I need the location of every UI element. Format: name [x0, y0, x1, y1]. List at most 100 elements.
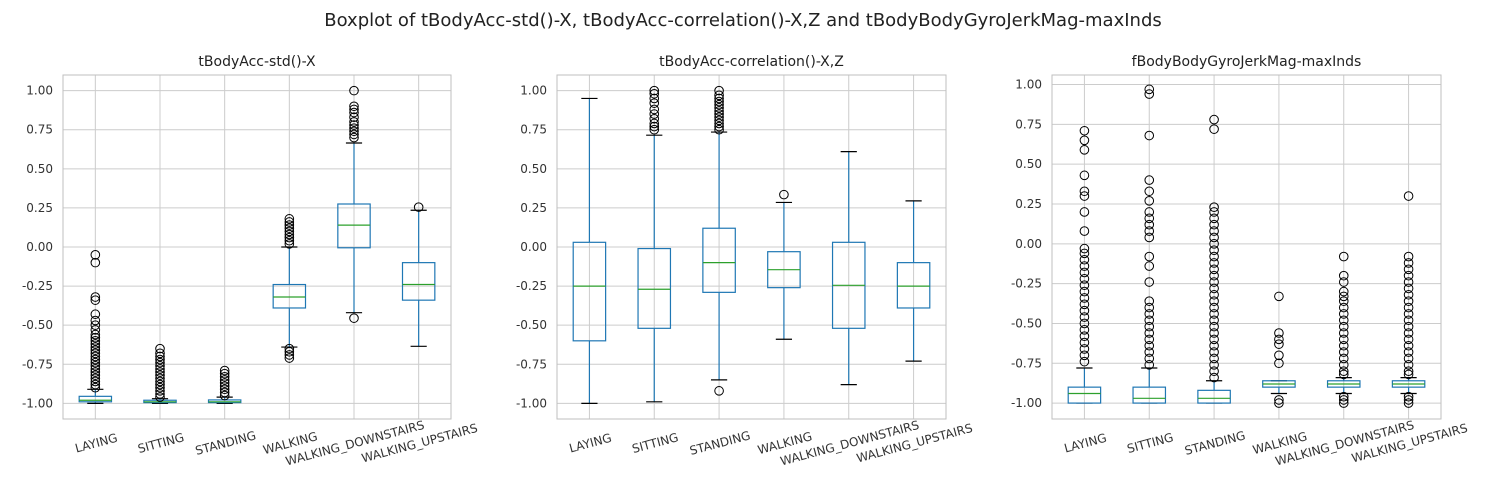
outlier-point: [1274, 291, 1284, 302]
outlier-point: [1079, 145, 1090, 155]
y-tick-label: 0.50: [1015, 157, 1042, 171]
outlier-point: [219, 384, 230, 395]
outlier-point: [1403, 264, 1414, 275]
outlier-point: [219, 371, 230, 382]
outlier-point: [1209, 289, 1219, 300]
outlier-point: [1403, 328, 1414, 338]
outlier-point: [1338, 366, 1349, 377]
iqr-box: [896, 262, 931, 309]
outlier-point: [1144, 84, 1155, 95]
outlier-point: [1403, 289, 1414, 300]
outlier-point: [714, 96, 724, 107]
outlier-point: [1209, 296, 1219, 306]
outlier-point: [1274, 395, 1284, 405]
outlier-point: [714, 109, 724, 119]
x-tick-label: SITTING: [136, 430, 185, 456]
box-walking_upstairs: [401, 202, 436, 347]
outlier-point: [1144, 251, 1155, 262]
outlier-point: [1338, 277, 1349, 287]
outlier-point: [1403, 315, 1414, 326]
y-tick-label: 0.25: [1015, 197, 1042, 211]
outlier-point: [284, 346, 295, 357]
outlier-point: [1338, 296, 1349, 306]
outlier-point: [284, 223, 295, 234]
outlier-point: [1274, 334, 1284, 345]
y-tick-label: 0.50: [520, 162, 547, 176]
iqr-box: [401, 262, 436, 301]
outlier-point: [1338, 321, 1349, 332]
boxplot-panel-3: 1.00 0.75 0.50 0.25 0.00 -0.25 -0.50 -0.75 -1.00…: [1011, 54, 1469, 468]
outlier-point: [1209, 277, 1219, 287]
outlier-point: [1209, 213, 1219, 224]
outlier-point: [90, 370, 101, 381]
outlier-point: [284, 353, 295, 363]
outlier-point: [90, 315, 101, 326]
panel-title: tBodyAcc-correlation()-X,Z: [659, 54, 844, 70]
outlier-point: [90, 348, 101, 359]
outlier-point: [90, 364, 101, 374]
outlier-point: [1209, 226, 1219, 236]
outlier-point: [714, 85, 724, 96]
x-tick-label: STANDING: [194, 428, 258, 458]
outlier-point: [349, 112, 359, 123]
outlier-point: [90, 257, 101, 268]
outlier-point: [1079, 207, 1090, 217]
outlier-point: [349, 107, 359, 118]
outlier-point: [349, 313, 359, 323]
outlier-point: [1144, 347, 1155, 357]
outlier-point: [1338, 369, 1349, 380]
outlier-point: [1144, 261, 1155, 271]
outlier-point: [649, 113, 660, 124]
outlier-point: [1274, 328, 1284, 338]
outlier-point: [90, 332, 101, 343]
outlier-point: [1079, 312, 1090, 322]
outlier-point: [284, 343, 295, 354]
outlier-point: [1338, 251, 1349, 262]
outlier-point: [1209, 124, 1219, 134]
outlier-point: [155, 373, 165, 384]
outlier-point: [1144, 296, 1155, 306]
x-tick-label: STANDING: [688, 428, 752, 458]
outlier-point: [155, 367, 165, 377]
outlier-point: [1338, 334, 1349, 345]
outlier-point: [1144, 328, 1155, 338]
iqr-box: [572, 241, 607, 342]
outlier-point: [1209, 264, 1219, 275]
box-sitting: [143, 343, 177, 404]
outlier-point: [349, 120, 359, 130]
outlier-point: [1209, 207, 1219, 217]
iqr-box: [702, 227, 736, 293]
x-tick-label: SITTING: [631, 430, 680, 456]
y-tick-label: -0.75: [1011, 356, 1042, 370]
y-tick-label: -0.25: [516, 279, 547, 293]
outlier-point: [1209, 258, 1219, 268]
outlier-point: [1209, 302, 1219, 313]
outlier-point: [1079, 344, 1090, 354]
outlier-point: [1338, 391, 1349, 402]
outlier-point: [349, 123, 359, 133]
outlier-point: [714, 386, 724, 396]
outlier-point: [1338, 360, 1349, 370]
outlier-point: [1209, 283, 1219, 294]
outlier-point: [649, 124, 660, 135]
outlier-point: [90, 339, 101, 349]
outlier-point: [1274, 350, 1284, 361]
outlier-point: [349, 126, 359, 137]
outlier-point: [1403, 353, 1414, 364]
y-tick-label: -0.50: [516, 318, 547, 332]
outlier-point: [1079, 280, 1090, 291]
outlier-point: [1338, 347, 1349, 357]
outlier-point: [1209, 366, 1219, 377]
outlier-point: [1403, 340, 1414, 351]
outlier-point: [1144, 219, 1155, 230]
outlier-point: [1403, 391, 1414, 402]
outlier-point: [649, 121, 660, 132]
outlier-point: [155, 379, 165, 390]
outlier-point: [1274, 398, 1284, 408]
outlier-point: [155, 343, 165, 354]
outlier-point: [349, 101, 359, 112]
outlier-point: [155, 364, 165, 374]
outlier-point: [1338, 270, 1349, 281]
outlier-point: [90, 342, 101, 352]
outlier-point: [649, 88, 660, 99]
